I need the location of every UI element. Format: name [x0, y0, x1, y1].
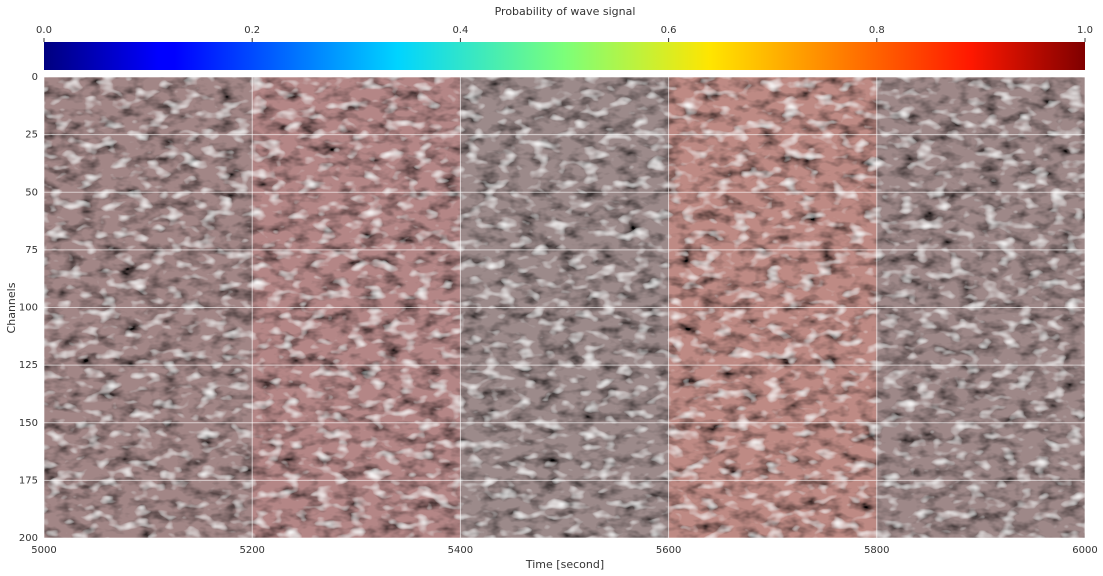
y-tick-label: 50: [25, 187, 38, 198]
colorbar-tick-label: 0.2: [244, 25, 260, 36]
x-tick-label: 5800: [864, 545, 889, 556]
colorbar-tick-label: 0.4: [452, 25, 468, 36]
y-tick-label: 150: [19, 418, 38, 429]
x-tick-label: 5200: [239, 545, 264, 556]
x-tick-label: 6000: [1072, 545, 1097, 556]
colorbar-title: Probability of wave signal: [495, 5, 636, 18]
x-tick-label: 5400: [448, 545, 473, 556]
y-tick-label: 25: [25, 130, 38, 141]
y-tick-label: 125: [19, 360, 38, 371]
colorbar-tick-label: 0.6: [661, 25, 677, 36]
x-tick-label: 5000: [31, 545, 56, 556]
colorbar-tick-label: 1.0: [1077, 25, 1093, 36]
x-axis-label: Time [second]: [525, 558, 604, 571]
colorbar: [44, 42, 1085, 70]
y-axis-label: Channels: [5, 282, 18, 333]
y-tick-label: 175: [19, 475, 38, 486]
x-tick-label: 5600: [656, 545, 681, 556]
colorbar-tick-label: 0.0: [36, 25, 52, 36]
y-tick-label: 100: [19, 303, 38, 314]
colorbar-tick-label: 0.8: [869, 25, 885, 36]
y-tick-label: 75: [25, 245, 38, 256]
y-tick-label: 200: [19, 533, 38, 544]
y-tick-label: 0: [32, 72, 38, 83]
